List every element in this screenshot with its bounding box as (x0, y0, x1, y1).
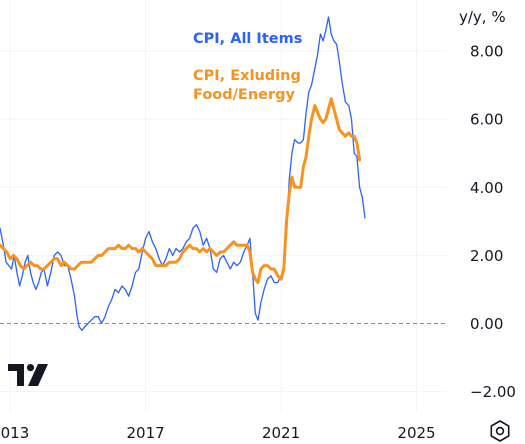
legend-label-cpi-core-line-2: Food/Energy (193, 87, 296, 103)
x-axis: 2013 2017 2021 2025 (0, 424, 436, 442)
y-tick-label: 4.00 (470, 179, 503, 197)
tradingview-logo-icon[interactable] (8, 364, 48, 386)
legend-label-cpi-all-items: CPI, All Items (193, 31, 302, 47)
series-line-cpi-all-items (0, 16, 366, 331)
legend-label-cpi-core-line-1: CPI, Exluding (193, 68, 301, 84)
x-tick-label: 2017 (127, 424, 165, 442)
x-tick-label: 2021 (262, 424, 300, 442)
grid (0, 0, 447, 412)
legend-label-cpi-core: CPI, Exluding Food/Energy (193, 68, 306, 103)
y-tick-label: 6.00 (470, 111, 503, 129)
y-axis: 8.00 6.00 4.00 2.00 0.00 −2.00 (470, 43, 516, 401)
x-tick-label: 2025 (397, 424, 435, 442)
gear-icon[interactable] (490, 420, 510, 442)
y-tick-label: 8.00 (470, 43, 503, 61)
y-tick-label: −2.00 (470, 383, 516, 401)
y-axis-unit-label: y/y, % (459, 8, 506, 26)
y-tick-label: 2.00 (470, 247, 503, 265)
series-layer (0, 16, 366, 331)
y-tick-label: 0.00 (470, 315, 503, 333)
series-line-cpi-core (0, 97, 362, 285)
legend: CPI, All Items CPI, Exluding Food/Energy (193, 31, 306, 103)
x-tick-label: 2013 (0, 424, 29, 442)
